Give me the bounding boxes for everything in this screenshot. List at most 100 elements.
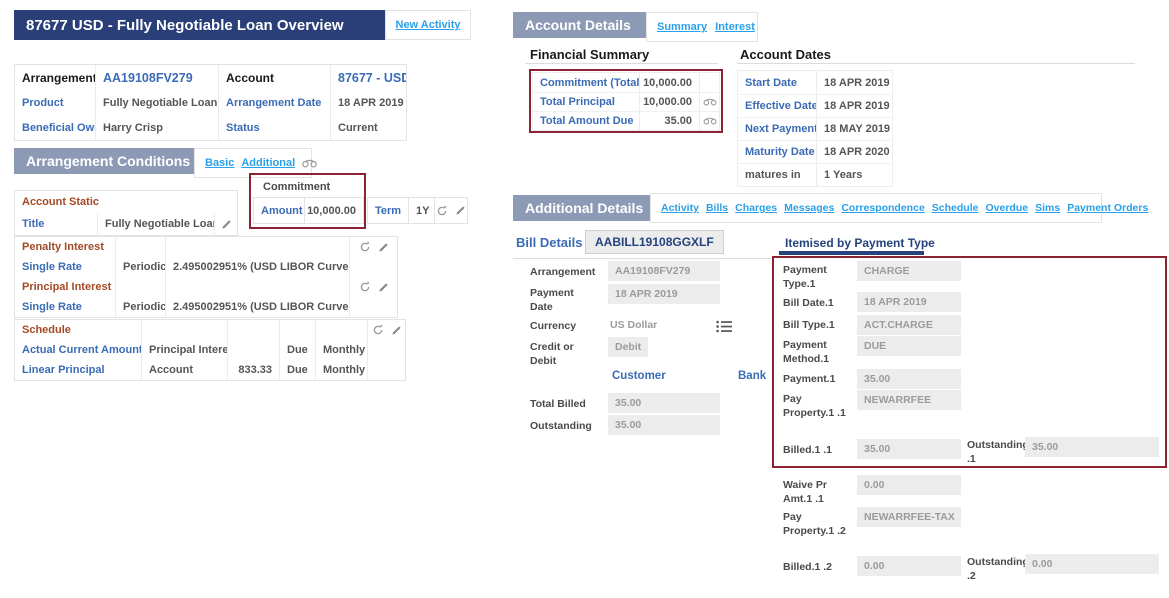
- empty-cell: [699, 73, 719, 92]
- refresh-icon[interactable]: [359, 241, 371, 253]
- date-label: Start Date: [745, 76, 797, 89]
- binoculars-icon[interactable]: [302, 159, 317, 168]
- field-label: Credit or Debit: [530, 341, 574, 367]
- interest-conditions-table: Penalty Interest Single Rate Periodic 2.…: [14, 236, 398, 318]
- section-title-account-details: Account Details: [513, 12, 646, 38]
- date-value: 18 MAY 2019: [816, 117, 892, 140]
- field-label: Waive Pr Amt.1 .1: [783, 479, 827, 505]
- penalty-actions-cell: [349, 237, 397, 257]
- field-label: Payment Method.1: [783, 339, 830, 365]
- field-value-outstanding-1-2: 0.00: [1025, 554, 1159, 574]
- schedule-row-property: Account: [141, 360, 227, 380]
- fin-label: Total Amount Due: [533, 111, 639, 130]
- refresh-icon[interactable]: [359, 281, 371, 293]
- section-title-additional-details: Additional Details: [513, 195, 650, 221]
- edit-pencil-icon[interactable]: [221, 219, 232, 230]
- list-icon[interactable]: [716, 320, 732, 333]
- field-label: Outstanding: [530, 420, 592, 432]
- empty-cell: [141, 320, 227, 340]
- field-value-outstanding: 35.00: [608, 415, 720, 435]
- link-bills[interactable]: Bills: [705, 202, 729, 214]
- principal-actions-cell: [349, 277, 397, 297]
- commitment-section-title: Commitment: [263, 181, 331, 193]
- field-value-pay-property-2: NEWARRFEE-TAX: [857, 507, 961, 527]
- link-schedule[interactable]: Schedule: [931, 202, 979, 214]
- link-charges[interactable]: Charges: [735, 202, 778, 214]
- account-id-link[interactable]: 87677 - USD: [330, 65, 406, 90]
- arrangement-conditions-tabs: Basic Additional: [194, 148, 317, 178]
- field-value-outstanding-1-1: 35.00: [1025, 437, 1159, 457]
- field-label: Outstanding.1 .2: [967, 556, 1038, 582]
- rate-value: 2.495002951% (USD LIBOR Curve ): [165, 257, 349, 277]
- new-activity-link[interactable]: New Activity: [395, 19, 461, 31]
- edit-pencil-icon[interactable]: [455, 205, 466, 216]
- edit-pencil-icon[interactable]: [391, 325, 402, 336]
- refresh-icon[interactable]: [372, 324, 384, 336]
- field-label: Bill Type.1: [783, 319, 835, 331]
- overview-label: Arrangement: [22, 70, 95, 85]
- fin-label: Total Principal: [533, 92, 639, 111]
- title-label: Title: [22, 218, 45, 230]
- empty-cell: [315, 320, 367, 340]
- date-label: matures in: [738, 163, 816, 186]
- schedule-row-type: Actual Current Amount: [22, 344, 141, 356]
- bill-details-heading: Bill Details: [516, 235, 583, 250]
- field-label: Arrangement: [530, 266, 596, 278]
- refresh-icon[interactable]: [436, 205, 448, 217]
- field-label: Bill Date.1: [783, 297, 834, 309]
- empty-cell: [279, 320, 315, 340]
- field-value-credit-debit: Debit: [608, 337, 649, 357]
- binoculars-icon[interactable]: [703, 117, 717, 125]
- account-static-edit-cell: [214, 213, 237, 235]
- financial-summary-table: Commitment (Total) 10,000.00 Total Princ…: [532, 72, 720, 131]
- account-static-title: Account Static: [22, 196, 100, 208]
- bill-id-selector[interactable]: AABILL19108GGXLF: [585, 230, 724, 254]
- overview-value: Fully Negotiable Loan: [95, 90, 218, 115]
- link-sims[interactable]: Sims: [1035, 202, 1061, 214]
- field-value-total-billed: 35.00: [608, 393, 720, 413]
- binoculars-icon[interactable]: [703, 98, 717, 106]
- overview-value: Harry Crisp: [95, 115, 218, 140]
- field-value-payment: 35.00: [857, 369, 961, 389]
- tab-itemised-by-payment-type[interactable]: Itemised by Payment Type: [785, 236, 935, 250]
- edit-pencil-icon[interactable]: [378, 282, 389, 293]
- overview-value: Current: [330, 115, 406, 140]
- commitment-amount-value: 10,000.00: [304, 197, 364, 224]
- date-value: 18 APR 2019: [816, 71, 892, 94]
- date-value: 1 Years: [816, 163, 892, 186]
- section-title-arrangement-conditions: Arrangement Conditions: [14, 148, 194, 174]
- fin-value: 10,000.00: [639, 73, 699, 92]
- field-label: Currency: [530, 320, 577, 332]
- tab-basic[interactable]: Basic: [205, 157, 235, 169]
- divider: [737, 63, 1135, 64]
- date-label: Effective Date: [738, 94, 816, 117]
- commitment-term-value: 1Y: [408, 197, 435, 224]
- date-value: 18 APR 2020: [816, 140, 892, 163]
- field-label: Outstanding.1 .1: [967, 439, 1038, 465]
- page-title: 87677 USD - Fully Negotiable Loan Overvi…: [14, 10, 385, 40]
- empty-cell: [115, 277, 165, 297]
- fin-value: 35.00: [639, 111, 699, 130]
- schedule-row-amount: [227, 340, 279, 360]
- arrangement-id-link[interactable]: AA19108FV279: [95, 65, 218, 90]
- link-overdue[interactable]: Overdue: [985, 202, 1029, 214]
- tab-summary[interactable]: Summary: [657, 21, 708, 33]
- empty-cell: [349, 297, 397, 317]
- account-dates-table: Start Date 18 APR 2019 Effective Date 18…: [737, 70, 893, 187]
- link-correspondence[interactable]: Correspondence: [841, 202, 925, 214]
- column-header-bank[interactable]: Bank: [738, 370, 767, 382]
- field-value-billed-1-1: 35.00: [857, 439, 961, 459]
- edit-pencil-icon[interactable]: [378, 242, 389, 253]
- financial-summary-heading: Financial Summary: [530, 47, 650, 62]
- column-header-customer[interactable]: Customer: [612, 370, 666, 382]
- empty-cell: [367, 360, 405, 380]
- tab-interest[interactable]: Interest: [715, 21, 755, 33]
- tab-additional[interactable]: Additional: [241, 157, 296, 169]
- fin-label: Commitment (Total): [540, 76, 639, 89]
- overview-label: Status: [218, 115, 330, 140]
- link-activity[interactable]: Activity: [661, 202, 699, 214]
- link-payment-orders[interactable]: Payment Orders: [1067, 202, 1149, 214]
- link-messages[interactable]: Messages: [784, 202, 835, 214]
- penalty-interest-title: Penalty Interest: [22, 241, 104, 253]
- field-value-payment-type: CHARGE: [857, 261, 961, 281]
